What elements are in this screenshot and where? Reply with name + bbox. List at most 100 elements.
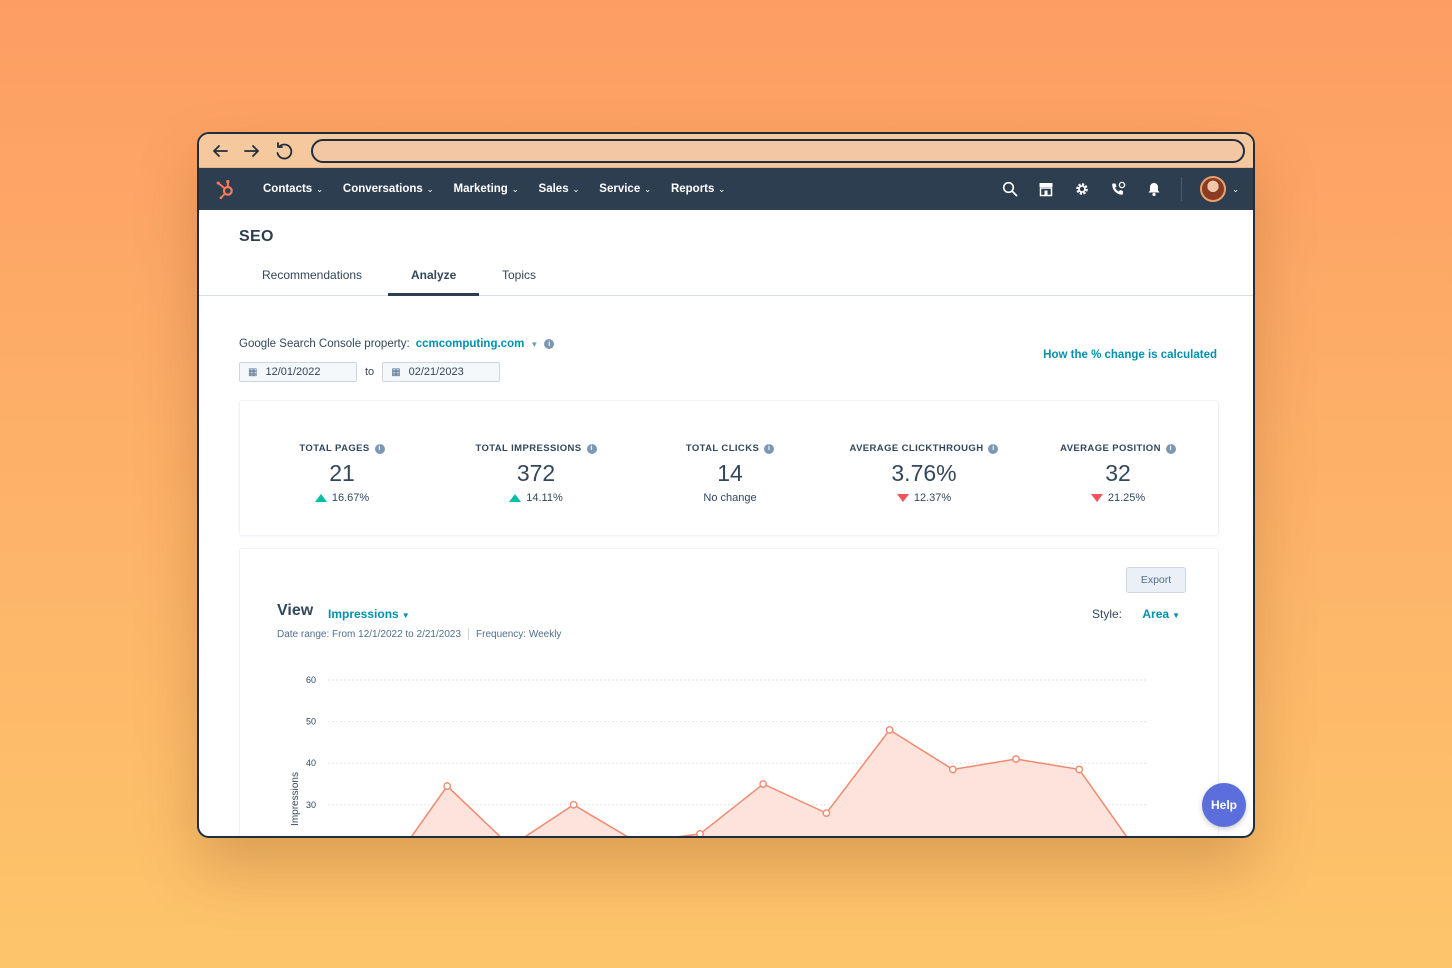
tab-analyze[interactable]: Analyze bbox=[411, 268, 457, 282]
tab-recommendations[interactable]: Recommendations bbox=[262, 268, 363, 282]
y-axis-label: Impressions bbox=[290, 772, 301, 826]
kpi-value: 372 bbox=[516, 460, 556, 486]
calendar-icon: ▦ bbox=[391, 366, 401, 378]
trend-up-icon bbox=[509, 494, 522, 502]
chevron-down-icon: ⌄ bbox=[644, 184, 651, 194]
date-range-picker: ▦ 12/01/2022 to ▦ 02/21/2023 bbox=[239, 362, 501, 382]
arrow-right-icon[interactable] bbox=[239, 138, 265, 164]
kpi-summary-card: TOTAL PAGES i 21 16.67% TOTAL IMPRESSIONS… bbox=[239, 400, 1219, 536]
tab-topics[interactable]: Topics bbox=[502, 268, 537, 282]
info-icon[interactable]: i bbox=[374, 443, 385, 454]
kpi-value: 21 bbox=[329, 460, 355, 486]
trend-down-icon bbox=[896, 494, 909, 502]
data-point bbox=[948, 765, 957, 774]
kpi-label: TOTAL PAGES bbox=[299, 443, 370, 454]
kpi-average-position: AVERAGE POSITION i 32 21.25% bbox=[1018, 443, 1218, 504]
search-icon[interactable] bbox=[1001, 180, 1019, 198]
kpi-delta: 14.11% bbox=[526, 492, 563, 504]
chevron-down-icon: ⌄ bbox=[511, 184, 519, 194]
view-metric-value: Impressions bbox=[328, 607, 399, 621]
export-button[interactable]: Export bbox=[1126, 567, 1186, 593]
y-tick-label: 50 bbox=[306, 717, 316, 727]
caret-down-icon: ▼ bbox=[1172, 611, 1180, 620]
kpi-value: 32 bbox=[1105, 460, 1131, 486]
area-fill bbox=[411, 729, 1127, 836]
nav-label: Reports bbox=[670, 183, 715, 195]
chevron-down-icon[interactable]: ⌄ bbox=[1232, 184, 1239, 194]
arrow-left-icon[interactable] bbox=[207, 138, 233, 164]
chevron-down-icon: ⌄ bbox=[718, 184, 726, 194]
kpi-value: 3.76% bbox=[891, 460, 957, 486]
tab-bar: Recommendations Analyze Topics bbox=[199, 262, 1253, 296]
y-tick-label: 40 bbox=[306, 758, 316, 768]
nav-label: Contacts bbox=[263, 183, 313, 195]
browser-toolbar bbox=[199, 134, 1253, 168]
page-title: SEO bbox=[239, 228, 274, 245]
kpi-delta: No change bbox=[703, 492, 757, 504]
caret-down-icon: ▼ bbox=[401, 611, 410, 620]
info-icon[interactable]: i bbox=[586, 443, 597, 454]
impressions-area-chart: 60 50 40 30 Impressions bbox=[290, 675, 1148, 836]
kpi-total-clicks: TOTAL CLICKS i 14 No change bbox=[630, 443, 830, 504]
avatar[interactable] bbox=[1200, 176, 1227, 202]
kpi-label: TOTAL CLICKS bbox=[685, 443, 760, 454]
info-icon[interactable]: i bbox=[1165, 443, 1176, 454]
chart-style-value: Area bbox=[1142, 607, 1170, 621]
how-change-calculated-link[interactable]: How the % change is calculated bbox=[1043, 349, 1217, 361]
kpi-total-pages: TOTAL PAGES i 21 16.67% bbox=[242, 443, 442, 504]
trend-up-icon bbox=[314, 494, 327, 502]
start-date-field[interactable]: ▦ 12/01/2022 bbox=[239, 362, 357, 382]
nav-sales[interactable]: Sales ⌄ bbox=[539, 183, 580, 195]
chart-date-range: Date range: From 12/1/2022 to 2/21/2023 … bbox=[277, 628, 561, 640]
nav-label: Conversations bbox=[342, 183, 423, 195]
chevron-down-icon: ⌄ bbox=[316, 184, 323, 194]
nav-divider bbox=[1181, 177, 1183, 201]
end-date-field[interactable]: ▦ 02/21/2023 bbox=[382, 362, 501, 382]
nav-label: Marketing bbox=[453, 183, 508, 195]
help-button[interactable]: Help bbox=[1202, 783, 1246, 827]
property-label: Google Search Console property: bbox=[239, 338, 410, 350]
data-point bbox=[569, 800, 578, 809]
view-label: View bbox=[277, 602, 314, 619]
nav-label: Service bbox=[599, 183, 641, 195]
data-point bbox=[443, 782, 452, 790]
nav-conversations[interactable]: Conversations ⌄ bbox=[343, 183, 434, 195]
nav-contacts[interactable]: Contacts ⌄ bbox=[263, 183, 323, 195]
nav-service[interactable]: Service ⌄ bbox=[599, 183, 651, 195]
property-select[interactable]: ccmcomputing.com bbox=[415, 338, 525, 350]
kpi-label: AVERAGE CLICKTHROUGH bbox=[849, 443, 984, 454]
data-point bbox=[696, 830, 704, 836]
nav-reports[interactable]: Reports ⌄ bbox=[671, 183, 725, 195]
date-to-label: to bbox=[365, 366, 375, 378]
data-point bbox=[1075, 765, 1084, 774]
data-point bbox=[1012, 755, 1020, 763]
kpi-average-clickthrough: AVERAGE CLICKTHROUGH i 3.76% 12.37% bbox=[824, 443, 1024, 504]
info-icon[interactable]: i bbox=[988, 443, 999, 454]
start-date-value: 12/01/2022 bbox=[265, 366, 321, 378]
gear-icon[interactable] bbox=[1073, 180, 1091, 198]
kpi-value: 14 bbox=[717, 460, 743, 486]
reload-icon[interactable] bbox=[271, 138, 297, 164]
style-label: Style: bbox=[1091, 607, 1122, 621]
address-bar[interactable] bbox=[311, 138, 1245, 163]
separator bbox=[468, 628, 470, 640]
y-tick-label: 60 bbox=[306, 675, 316, 685]
search-console-property: Google Search Console property: ccmcompu… bbox=[239, 338, 555, 350]
calendar-icon: ▦ bbox=[248, 366, 258, 378]
caret-down-icon[interactable]: ▼ bbox=[530, 339, 539, 349]
info-icon[interactable]: i bbox=[764, 443, 775, 454]
browser-window: Contacts ⌄ Conversations ⌄ Marketing ⌄ Sale… bbox=[197, 132, 1255, 838]
data-point bbox=[759, 780, 768, 788]
view-metric-select[interactable]: Impressions ▼ bbox=[328, 607, 410, 621]
trend-down-icon bbox=[1090, 494, 1103, 502]
end-date-value: 02/21/2023 bbox=[408, 366, 464, 378]
bell-icon[interactable] bbox=[1145, 180, 1163, 198]
marketplace-icon[interactable] bbox=[1037, 180, 1055, 198]
hubspot-logo-icon[interactable] bbox=[215, 178, 237, 200]
chevron-down-icon: ⌄ bbox=[426, 184, 434, 194]
nav-marketing[interactable]: Marketing ⌄ bbox=[454, 183, 519, 195]
chart-style-select[interactable]: Area ▼ bbox=[1142, 607, 1180, 621]
frequency-text: Frequency: Weekly bbox=[476, 628, 562, 640]
info-icon[interactable]: i bbox=[544, 339, 555, 349]
calling-icon[interactable] bbox=[1109, 180, 1127, 198]
